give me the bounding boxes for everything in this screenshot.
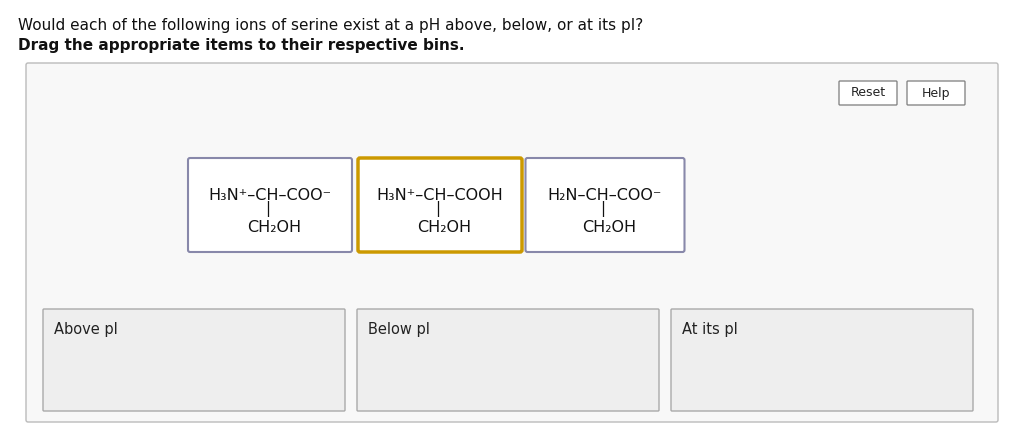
FancyBboxPatch shape [26,63,998,422]
FancyBboxPatch shape [525,158,684,252]
FancyBboxPatch shape [188,158,352,252]
Text: Would each of the following ions of serine exist at a pH above, below, or at its: Would each of the following ions of seri… [18,18,643,33]
Text: |: | [435,201,440,217]
Text: |: | [600,201,605,217]
Text: At its pI: At its pI [682,322,738,337]
Text: Drag the appropriate items to their respective bins.: Drag the appropriate items to their resp… [18,38,465,53]
Text: Reset: Reset [851,86,886,99]
FancyBboxPatch shape [357,309,659,411]
Text: H₂N–CH–COO⁻: H₂N–CH–COO⁻ [548,187,663,203]
Text: H₃N⁺–CH–COOH: H₃N⁺–CH–COOH [377,187,504,203]
Text: Below pI: Below pI [368,322,430,337]
Text: CH₂OH: CH₂OH [582,220,636,234]
Text: Above pI: Above pI [54,322,118,337]
FancyBboxPatch shape [43,309,345,411]
FancyBboxPatch shape [839,81,897,105]
Text: H₃N⁺–CH–COO⁻: H₃N⁺–CH–COO⁻ [209,187,332,203]
Text: Help: Help [922,86,950,99]
Text: CH₂OH: CH₂OH [247,220,301,234]
Text: CH₂OH: CH₂OH [417,220,471,234]
FancyBboxPatch shape [358,158,522,252]
FancyBboxPatch shape [671,309,973,411]
FancyBboxPatch shape [907,81,965,105]
Text: |: | [265,201,270,217]
